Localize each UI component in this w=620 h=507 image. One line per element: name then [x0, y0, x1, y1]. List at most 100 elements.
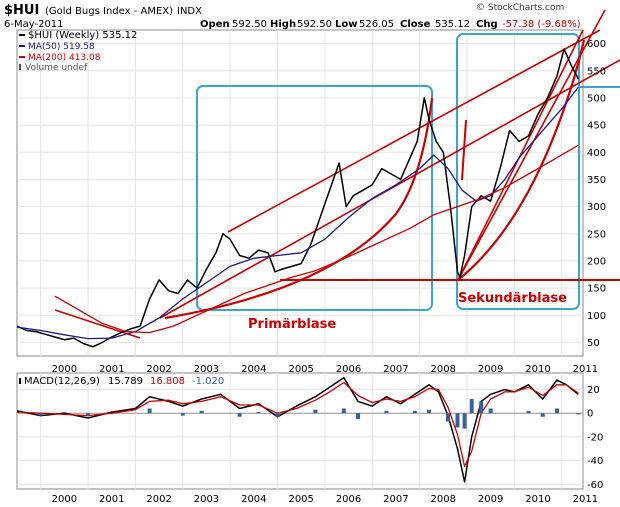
macd-y-tick-3: -40 — [587, 456, 603, 467]
macd-x-axis: 2000 2001 2002 2003 2004 2005 2006 2007 2008 2009… — [52, 494, 598, 505]
macd-x-tick-5: 2005 — [288, 494, 313, 505]
price-series-ma-200 — [54, 144, 579, 334]
price-x-tick-11: 2011 — [573, 364, 598, 375]
macd-y-tick-4: -60 — [587, 480, 603, 491]
secondary-bubble-box — [456, 33, 580, 310]
macd-histogram-bar-18 — [469, 399, 474, 414]
trendline-upper-channel — [227, 29, 601, 233]
price-legend: $HUI (Weekly) 535.12 MA(50) 519.58 MA(20… — [19, 30, 137, 73]
parabolic-curve-secondary — [457, 39, 586, 281]
macd-histogram-bar-23 — [554, 408, 559, 414]
macd-histogram-bar-7 — [256, 412, 261, 414]
price-y-tick-5: 300 — [587, 202, 606, 213]
macd-x-tick-10: 2010 — [525, 494, 550, 505]
legend-swatch-volume — [19, 64, 21, 70]
macd-x-tick-11: 2011 — [573, 494, 598, 505]
chart-date: 6-May-2011 — [4, 19, 64, 30]
low-value: 526.05 — [359, 19, 394, 30]
chg-value: -57.38 (-9.68%) — [502, 19, 581, 30]
macd-histogram-bar-6 — [237, 413, 242, 417]
macd-y-tick-2: -20 — [587, 432, 603, 443]
macd-x-tick-1: 2001 — [99, 494, 124, 505]
price-x-tick-3: 2003 — [194, 364, 219, 375]
chg-label: Chg — [476, 19, 498, 30]
price-y-tick-1: 100 — [587, 311, 606, 322]
price-y-tick-6: 350 — [587, 175, 606, 186]
price-x-axis: 2000 2001 2002 2003 2004 2005 2006 2007 2008 2009… — [52, 364, 598, 375]
close-label: Close — [400, 19, 431, 30]
macd-legend: MACD(12,26,9) 15.789 16.808 -1.020 — [19, 376, 224, 387]
macd-histogram-bar-14 — [427, 409, 432, 414]
price-x-tick-9: 2009 — [478, 364, 503, 375]
price-y-tick-10: 550 — [587, 66, 606, 77]
trendline-lower-channel — [159, 59, 620, 319]
open-label: Open — [200, 19, 230, 30]
macd-x-tick-8: 2008 — [431, 494, 456, 505]
legend-ma200: MA(200) 413.08 — [28, 53, 101, 63]
price-grid — [17, 30, 583, 356]
macd-x-tick-0: 2000 — [52, 494, 77, 505]
trendline-secondary-steep — [457, 29, 584, 281]
macd-y-axis: 20 0 -20 -40 -60 — [587, 385, 603, 491]
spike-marker — [461, 119, 467, 181]
price-x-tick-0: 2000 — [52, 364, 77, 375]
price-series-ma-50 — [16, 86, 579, 340]
macd-x-tick-4: 2004 — [241, 494, 266, 505]
legend-swatch-ma200 — [19, 56, 25, 58]
macd-x-tick-2: 2002 — [146, 494, 171, 505]
macd-x-tick-6: 2006 — [336, 494, 361, 505]
macd-series — [16, 376, 581, 483]
macd-histogram-bar-16 — [455, 413, 460, 428]
macd-x-tick-7: 2007 — [383, 494, 408, 505]
chart-symbol: $HUI — [4, 3, 39, 18]
price-x-tick-2: 2002 — [146, 364, 171, 375]
macd-histogram-bar-3 — [147, 408, 152, 414]
price-x-tick-8: 2008 — [431, 364, 456, 375]
label-primary-bubble: Primärblase — [248, 317, 336, 332]
macd-y-tick-0: 20 — [587, 385, 600, 396]
legend-hui: $HUI (Weekly) 535.12 — [28, 30, 137, 41]
macd-legend-signal: 16.808 — [150, 376, 185, 387]
high-label: High — [270, 19, 296, 30]
close-value: 535.12 — [435, 19, 470, 30]
macd-series-signal — [16, 381, 579, 468]
macd-histogram-bar-22 — [540, 413, 545, 417]
macd-histogram-bar-4 — [180, 413, 185, 416]
annotation-overlays: Primärblase Sekundärblase — [54, 9, 620, 339]
trendline-early — [54, 309, 141, 339]
macd-histogram-bar-5 — [199, 410, 204, 414]
macd-histogram-bar-13 — [412, 410, 417, 414]
low-label: Low — [335, 19, 357, 30]
price-x-tick-4: 2004 — [241, 364, 266, 375]
parabolic-curve-primary — [164, 97, 434, 320]
price-y-tick-8: 450 — [587, 121, 606, 132]
macd-histogram-bar-15 — [446, 413, 451, 422]
macd-panel-frame — [16, 372, 584, 490]
price-y-tick-7: 400 — [587, 148, 606, 159]
macd-histogram-bar-11 — [356, 413, 361, 420]
macd-histogram-bar-1 — [62, 412, 67, 414]
price-x-tick-7: 2007 — [383, 364, 408, 375]
price-x-tick-5: 2005 — [288, 364, 313, 375]
macd-histogram-bar-9 — [313, 409, 318, 414]
price-y-tick-9: 500 — [587, 93, 606, 104]
macd-legend-swatch — [19, 378, 21, 384]
macd-histogram-bar-10 — [341, 408, 346, 414]
price-y-tick-11: 600 — [587, 39, 606, 50]
macd-legend-label: MACD(12,26,9) — [24, 376, 100, 387]
legend-volume: Volume undef — [25, 63, 88, 73]
macd-legend-macd: 15.789 — [108, 376, 143, 387]
price-y-tick-0: 50 — [587, 338, 600, 349]
price-x-tick-1: 2001 — [99, 364, 124, 375]
price-series-hui-weekly — [16, 48, 579, 348]
macd-histogram-bar-0 — [38, 413, 43, 416]
legend-ma50: MA(50) 519.58 — [28, 42, 95, 52]
legend-swatch-ma50 — [19, 45, 25, 47]
watermark: © StockCharts.com — [476, 3, 564, 13]
price-y-tick-3: 200 — [587, 256, 606, 267]
label-secondary-bubble: Sekundärblase — [458, 291, 567, 306]
macd-y-tick-1: 0 — [587, 409, 593, 420]
macd-histogram-bar-2 — [86, 413, 91, 416]
macd-histogram-bar-8 — [275, 413, 280, 417]
price-x-tick-6: 2006 — [336, 364, 361, 375]
